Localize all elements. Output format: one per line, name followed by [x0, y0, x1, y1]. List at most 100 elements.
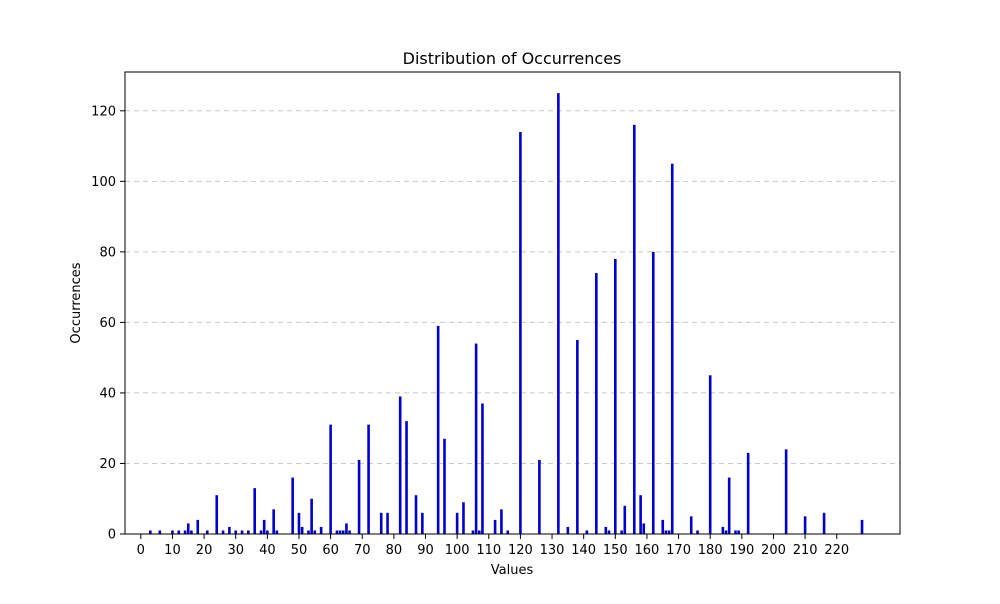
- bar-70: [664, 530, 668, 534]
- bar-8: [205, 530, 209, 534]
- x-tick-label-17: 170: [666, 543, 691, 558]
- chart-title: Distribution of Occurrences: [403, 49, 622, 68]
- bar-55: [557, 93, 560, 534]
- bar-85: [860, 519, 864, 534]
- bars: [149, 93, 864, 535]
- bar-68: [651, 251, 655, 534]
- bar-48: [477, 530, 481, 534]
- bar-59: [595, 273, 598, 534]
- bar-40: [414, 495, 418, 534]
- x-tick-label-18: 180: [698, 543, 723, 558]
- bar-78: [727, 477, 731, 534]
- bar-3: [177, 530, 181, 534]
- bar-39: [405, 421, 408, 534]
- bar-13: [240, 530, 244, 534]
- bar-71: [667, 530, 671, 534]
- bar-76: [721, 526, 725, 534]
- y-tick-label-5: 100: [91, 175, 116, 190]
- bar-62: [614, 258, 617, 534]
- bar-17: [262, 519, 266, 534]
- bar-73: [689, 516, 693, 534]
- bar-31: [341, 530, 345, 534]
- x-tick-label-20: 200: [761, 543, 786, 558]
- bar-26: [313, 530, 317, 534]
- x-tick-label-12: 120: [508, 543, 533, 558]
- bar-34: [357, 459, 361, 534]
- bar-54: [538, 459, 541, 534]
- bar-5: [186, 523, 190, 534]
- bar-81: [746, 452, 750, 534]
- bar-21: [291, 477, 294, 534]
- bar-32: [345, 523, 348, 534]
- bar-12: [234, 530, 238, 534]
- bar-61: [607, 530, 611, 534]
- x-tick-label-11: 110: [476, 543, 501, 558]
- bar-82: [784, 449, 788, 534]
- bar-84: [822, 512, 826, 534]
- bar-64: [623, 505, 627, 534]
- bar-4: [183, 530, 187, 534]
- y-axis-label: Occurrences: [69, 262, 84, 343]
- y-axis: 0 20 40 60 80 100 120: [91, 104, 125, 543]
- bar-52: [506, 530, 510, 534]
- bar-19: [272, 509, 275, 534]
- bar-83: [803, 516, 807, 534]
- x-tick-label-15: 150: [603, 543, 628, 558]
- x-tick-label-8: 80: [386, 543, 403, 558]
- bar-53: [519, 131, 522, 534]
- bar-50: [493, 519, 497, 534]
- bar-75: [708, 375, 712, 534]
- x-tick-label-10: 100: [445, 543, 470, 558]
- bar-80: [737, 530, 740, 534]
- bar-6: [190, 530, 193, 534]
- bar-27: [319, 526, 323, 534]
- bar-20: [275, 530, 279, 534]
- x-tick-label-6: 60: [322, 543, 339, 558]
- bar-57: [576, 340, 579, 534]
- bar-41: [421, 512, 424, 534]
- x-tick-label-0: 0: [137, 543, 145, 558]
- bar-60: [604, 526, 608, 534]
- grid-lines: [125, 110, 900, 464]
- y-tick-label-3: 60: [99, 316, 116, 331]
- x-tick-label-13: 130: [540, 543, 565, 558]
- bar-46: [471, 530, 475, 534]
- bar-37: [386, 512, 389, 534]
- y-tick-label-4: 80: [99, 245, 116, 260]
- bar-65: [632, 124, 636, 535]
- bar-47: [474, 343, 478, 534]
- bar-45: [462, 502, 465, 534]
- bar-44: [455, 512, 459, 534]
- x-axis: 0 10 20 30 40 50 60 70 80 90 100 110 120 130 140 150 160…: [137, 534, 849, 558]
- bar-24: [307, 530, 310, 534]
- bar-58: [585, 530, 589, 534]
- bar-56: [566, 526, 570, 534]
- bar-11: [228, 526, 231, 534]
- x-tick-label-7: 70: [354, 543, 371, 558]
- bar-28: [329, 424, 332, 534]
- x-axis-label: Values: [491, 563, 534, 578]
- bar-51: [500, 509, 503, 534]
- x-tick-label-2: 20: [196, 543, 213, 558]
- y-tick-label-0: 0: [108, 528, 116, 543]
- x-tick-label-21: 210: [793, 543, 818, 558]
- bar-29: [335, 530, 339, 534]
- bar-69: [661, 519, 665, 534]
- bar-1: [158, 530, 162, 534]
- bar-79: [734, 530, 737, 534]
- bar-15: [253, 488, 256, 534]
- bar-0: [149, 530, 152, 534]
- x-tick-label-14: 140: [571, 543, 596, 558]
- bar-36: [379, 512, 383, 534]
- x-tick-label-9: 90: [417, 543, 434, 558]
- bar-25: [310, 498, 313, 534]
- bar-74: [696, 530, 699, 534]
- bar-30: [338, 530, 342, 534]
- y-tick-label-2: 40: [99, 386, 116, 401]
- bar-67: [642, 523, 646, 534]
- x-tick-label-22: 220: [824, 543, 849, 558]
- bar-72: [670, 163, 674, 535]
- x-tick-label-5: 50: [291, 543, 308, 558]
